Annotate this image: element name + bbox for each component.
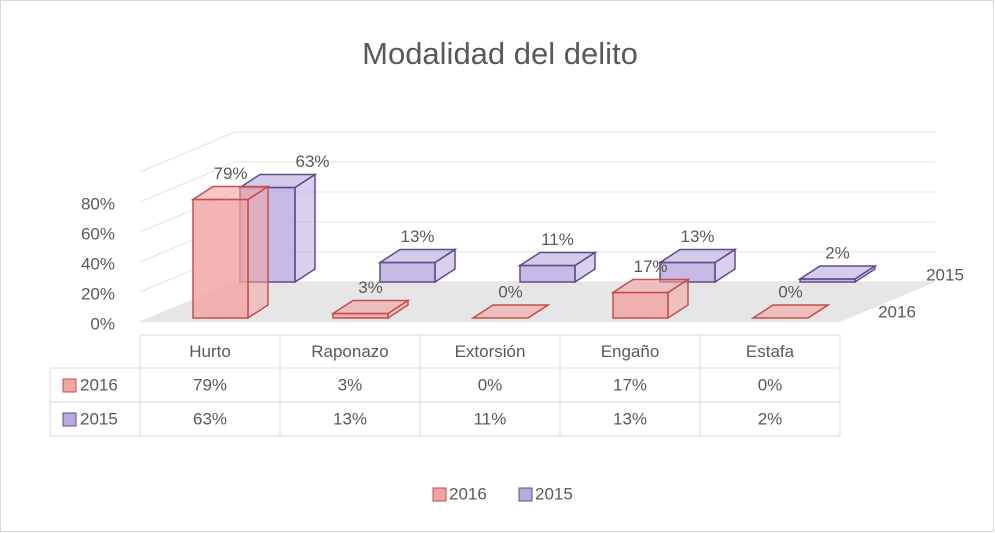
data-label: 17% xyxy=(633,257,667,276)
bar-top xyxy=(190,185,271,201)
y-tick-label: 20% xyxy=(81,284,115,303)
legend-key xyxy=(62,378,77,393)
table-cell: 2% xyxy=(758,409,783,428)
table-cell: 79% xyxy=(193,375,227,394)
data-label: 13% xyxy=(400,227,434,246)
bar xyxy=(612,291,669,319)
data-label: 0% xyxy=(778,282,803,301)
bar-top xyxy=(750,304,831,319)
chart-title: Modalidad del delito xyxy=(362,36,638,71)
category-label: Extorsión xyxy=(455,342,526,361)
table-cell: 3% xyxy=(338,375,363,394)
bar-top xyxy=(237,173,318,189)
legend-key xyxy=(62,412,77,427)
bar xyxy=(192,198,249,319)
y-tick-label: 80% xyxy=(81,194,115,213)
data-label: 63% xyxy=(295,152,329,171)
bar xyxy=(379,261,436,283)
data-label: 2% xyxy=(825,243,850,262)
bar-top xyxy=(610,278,691,294)
table-series-name: 2015 xyxy=(80,409,118,428)
bar-top xyxy=(517,251,598,267)
category-label: Estafa xyxy=(746,342,795,361)
table-cell: 11% xyxy=(474,409,507,428)
legend-key xyxy=(518,487,533,502)
table-series-name: 2016 xyxy=(80,375,118,394)
bar-side xyxy=(294,173,316,284)
table-cell: 0% xyxy=(478,375,503,394)
wall-edge xyxy=(139,131,935,173)
bar-top xyxy=(470,304,551,319)
legend-key xyxy=(432,487,447,502)
bar-top xyxy=(377,248,458,264)
data-label: 13% xyxy=(680,227,714,246)
grid-line xyxy=(139,161,935,203)
category-label: Raponazo xyxy=(311,342,389,361)
table-cell: 63% xyxy=(193,409,227,428)
data-label: 11% xyxy=(541,230,574,249)
data-label: 79% xyxy=(213,164,247,183)
table-cell: 17% xyxy=(613,375,647,394)
table-cell: 0% xyxy=(758,375,783,394)
depth-label: 2015 xyxy=(926,265,964,284)
data-label: 3% xyxy=(358,278,383,297)
y-tick-label: 0% xyxy=(90,314,115,333)
y-tick-label: 60% xyxy=(81,224,115,243)
bar-top xyxy=(657,248,738,264)
table-cell: 13% xyxy=(613,409,647,428)
legend-label: 2016 xyxy=(449,484,487,503)
category-label: Hurto xyxy=(189,342,231,361)
depth-label: 2016 xyxy=(878,302,916,321)
table-cell: 13% xyxy=(333,409,367,428)
legend-label: 2015 xyxy=(535,484,573,503)
bar xyxy=(519,264,576,283)
bar-side xyxy=(247,185,269,320)
bar-top xyxy=(797,265,878,280)
bar-top xyxy=(330,299,411,315)
data-label: 0% xyxy=(498,282,523,301)
category-label: Engaño xyxy=(601,342,660,361)
y-tick-label: 40% xyxy=(81,254,115,273)
